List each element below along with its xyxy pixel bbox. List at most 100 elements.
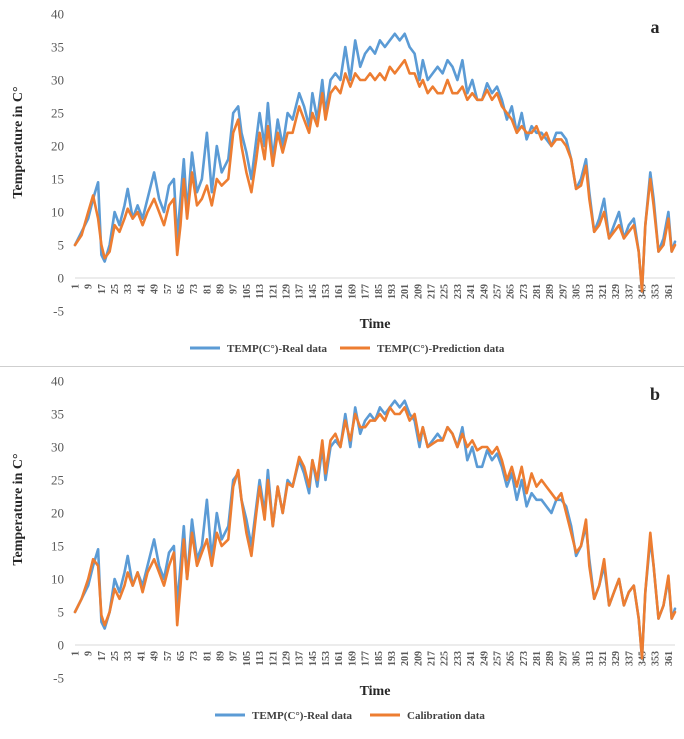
x-tick-label: 289 (545, 651, 556, 666)
x-tick-label: 145 (308, 284, 319, 299)
x-tick-label: 217 (427, 651, 438, 666)
x-tick-label: 249 (479, 651, 490, 666)
panel-label: a (651, 17, 660, 37)
x-tick-label: 153 (321, 651, 332, 666)
x-tick-label: 9 (84, 651, 95, 656)
x-tick-label: 361 (664, 284, 675, 299)
x-tick-label: 177 (361, 651, 372, 666)
x-tick-label: 201 (400, 284, 411, 299)
chart-panel-a: a -5 0 5 10 15 20 25 30 35 40 1 9 17 25 33 41 49 57 65 73 81 8… (0, 0, 684, 367)
x-tick-label: 33 (123, 284, 134, 294)
y-tick-label: 10 (51, 572, 64, 587)
series-line-secondary (73, 406, 677, 660)
x-tick-label: 73 (189, 651, 200, 661)
y-tick-label: 10 (51, 205, 64, 220)
x-tick-label: 17 (97, 651, 108, 661)
x-tick-label: 49 (150, 284, 161, 294)
x-tick-label: 241 (466, 284, 477, 299)
y-tick-label: 0 (58, 271, 65, 286)
y-tick-label: -5 (53, 671, 64, 686)
x-tick-label: 89 (216, 651, 227, 661)
x-tick-label: 81 (202, 651, 213, 661)
x-tick-label: 17 (97, 284, 108, 294)
x-tick-label: 281 (532, 284, 543, 299)
y-tick-label: 40 (51, 7, 64, 22)
x-axis-title: Time (360, 317, 391, 332)
x-tick-label: 265 (506, 651, 517, 666)
y-tick-label: 25 (51, 473, 64, 488)
x-tick-label: 265 (506, 284, 517, 299)
y-tick-label: 15 (51, 539, 64, 554)
x-tick-label: 257 (493, 284, 504, 299)
x-tick-label: 169 (347, 284, 358, 299)
x-tick-label: 185 (374, 651, 385, 666)
x-tick-label: 225 (440, 651, 451, 666)
x-tick-label: 57 (163, 284, 174, 294)
x-tick-label: 137 (295, 284, 306, 299)
y-tick-label: 5 (58, 605, 65, 620)
x-tick-label: 9 (84, 284, 95, 289)
x-tick-label: 281 (532, 651, 543, 666)
x-tick-label: 273 (519, 284, 530, 299)
y-tick-label: 0 (58, 638, 65, 653)
x-tick-label: 233 (453, 651, 464, 666)
x-tick-label: 321 (598, 284, 609, 299)
y-tick-label: 5 (58, 238, 65, 253)
x-tick-label: 337 (624, 284, 635, 299)
x-tick-label: 41 (136, 651, 147, 661)
x-tick-label: 297 (558, 284, 569, 299)
x-tick-label: 121 (268, 651, 279, 666)
legend-item: TEMP(C°)-Real data (190, 343, 328, 355)
panel-label: b (650, 384, 660, 404)
x-tick-label: 361 (664, 651, 675, 666)
x-tick-label: 25 (110, 284, 121, 294)
x-tick-label: 97 (229, 284, 240, 294)
y-tick-label: 20 (51, 506, 64, 521)
x-tick-label: 193 (387, 651, 398, 666)
x-tick-label: 353 (651, 651, 662, 666)
x-tick-label: 329 (611, 651, 622, 666)
x-tick-label: 209 (413, 284, 424, 299)
x-tick-label: 241 (466, 651, 477, 666)
x-tick-label: 169 (347, 651, 358, 666)
x-tick-label: 201 (400, 651, 411, 666)
legend-item: TEMP(C°)-Prediction data (340, 343, 505, 355)
x-axis-title: Time (360, 684, 391, 699)
series-line-secondary (73, 58, 677, 293)
x-tick-label: 113 (255, 651, 266, 665)
x-tick-label: 209 (413, 651, 424, 666)
x-tick-label: 313 (585, 651, 596, 666)
x-tick-label: 41 (136, 284, 147, 294)
x-tick-label: 81 (202, 284, 213, 294)
x-tick-label: 65 (176, 651, 187, 661)
y-tick-label: 30 (51, 440, 64, 455)
x-tick-label: 73 (189, 284, 200, 294)
y-tick-label: -5 (53, 304, 64, 319)
y-tick-label: 35 (51, 40, 64, 55)
x-tick-label: 113 (255, 284, 266, 298)
y-tick-label: 20 (51, 139, 64, 154)
y-tick-label: 25 (51, 106, 64, 121)
x-tick-label: 161 (334, 284, 345, 299)
legend-item: Calibration data (370, 710, 485, 722)
x-tick-label: 105 (242, 284, 253, 299)
x-tick-label: 225 (440, 284, 451, 299)
x-tick-label: 33 (123, 651, 134, 661)
x-tick-label: 305 (572, 284, 583, 299)
x-tick-label: 1 (71, 284, 82, 289)
x-tick-label: 177 (361, 284, 372, 299)
x-tick-label: 97 (229, 651, 240, 661)
legend-label: Calibration data (407, 710, 485, 722)
x-tick-label: 89 (216, 284, 227, 294)
x-tick-label: 305 (572, 651, 583, 666)
legend-label: TEMP(C°)-Real data (227, 343, 328, 355)
x-tick-label: 249 (479, 284, 490, 299)
x-tick-label: 353 (651, 284, 662, 299)
y-tick-label: 15 (51, 172, 64, 187)
x-tick-label: 321 (598, 651, 609, 666)
x-tick-label: 161 (334, 651, 345, 666)
chart-panel-b: b -5 0 5 10 15 20 25 30 35 40 1 9 17 25 33 41 49 57 65 73 81 8… (0, 367, 684, 734)
y-tick-label: 30 (51, 73, 64, 88)
